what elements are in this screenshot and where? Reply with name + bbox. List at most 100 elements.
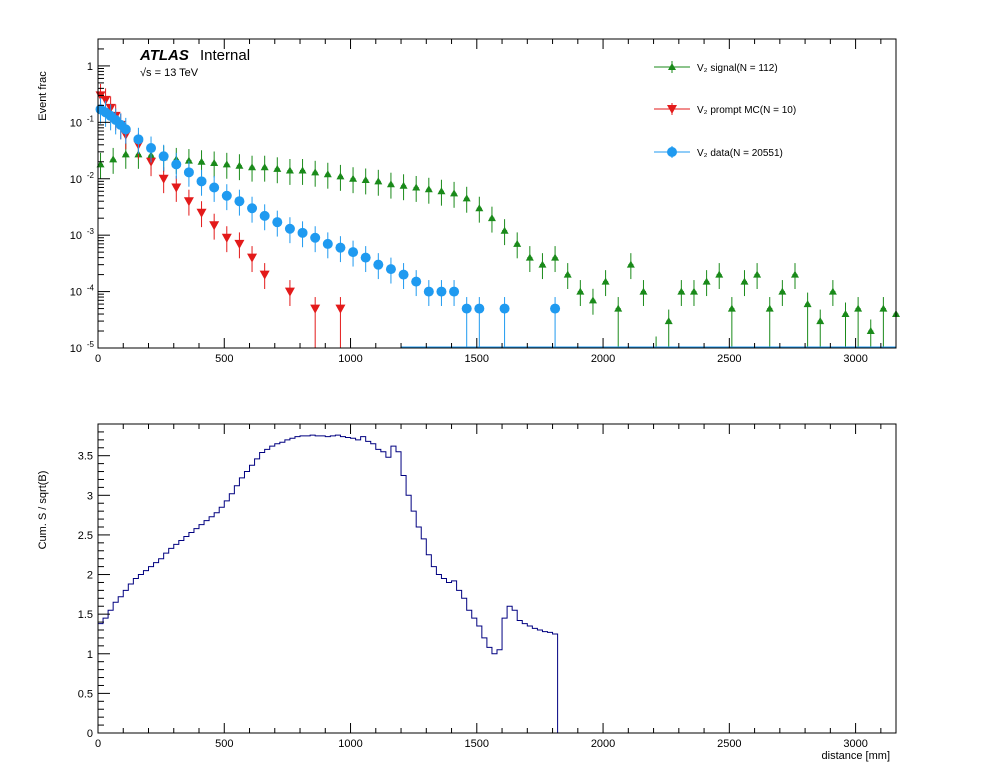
bottom-x-tick-label: 0 <box>95 738 101 750</box>
data-point <box>474 303 485 314</box>
data-point <box>146 143 157 154</box>
signal-point <box>866 327 875 335</box>
legend-marker-signal <box>668 63 676 70</box>
signal-point <box>349 174 358 182</box>
signal-point <box>525 253 534 261</box>
data-point <box>360 252 371 263</box>
signal-point <box>222 160 231 168</box>
top-x-tick-label: 2000 <box>591 353 615 365</box>
top-y-tick-label: 10 <box>70 287 82 299</box>
prompt-mc-point <box>284 287 295 297</box>
bottom-x-tick-label: 3000 <box>843 738 867 750</box>
signal-point <box>854 304 863 312</box>
data-point <box>234 196 245 207</box>
top-y-tick-exponent: -5 <box>87 340 95 349</box>
top-y-tick-exponent: -3 <box>87 227 95 236</box>
top-frame <box>97 38 897 349</box>
signal-point <box>538 260 547 268</box>
bottom-y-tick-label: 3.5 <box>78 451 93 463</box>
signal-point <box>765 304 774 312</box>
data-point <box>221 190 232 201</box>
signal-point <box>790 270 799 278</box>
top-y-tick-exponent: -1 <box>87 114 95 123</box>
prompt-mc-point <box>310 304 321 314</box>
signal-point <box>715 270 724 278</box>
series-signal <box>96 142 900 349</box>
signal-point <box>273 164 282 172</box>
bottom-x-axis-label: distance [mm] <box>822 750 890 762</box>
bottom-y-tick-label: 2 <box>87 570 93 582</box>
data-point <box>449 286 460 297</box>
data-point <box>461 303 472 314</box>
atlas-label: ATLAS <box>139 47 189 64</box>
signal-point <box>424 185 433 193</box>
top-x-tick-label: 1000 <box>338 353 362 365</box>
bottom-y-tick-label: 1.5 <box>78 609 93 621</box>
data-point <box>196 176 207 187</box>
data-point <box>385 264 396 275</box>
bottom-x-ticks: 0 500 1000 1500 2000 2500 3000 <box>95 424 882 750</box>
signal-point <box>664 317 673 325</box>
signal-point <box>601 277 610 285</box>
bottom-y-tick-label: 2.5 <box>78 530 93 542</box>
signal-point <box>437 187 446 195</box>
bottom-x-tick-label: 1500 <box>465 738 489 750</box>
prompt-mc-point <box>259 270 270 280</box>
signal-point <box>298 166 307 174</box>
top-y-axis-label: Event frac <box>37 71 49 121</box>
bottom-y-ticks: 0 0.5 1 1.5 2 2.5 3 3.5 <box>78 423 110 740</box>
data-point <box>209 182 220 193</box>
prompt-mc-point <box>100 95 111 105</box>
signal-point <box>803 300 812 308</box>
data-point <box>133 134 144 145</box>
data-point <box>373 259 384 270</box>
top-y-tick-label: 1 <box>87 61 93 73</box>
signal-point <box>551 253 560 261</box>
signal-point <box>816 317 825 325</box>
series-data <box>95 97 561 348</box>
signal-point <box>197 157 206 165</box>
data-point <box>297 227 308 238</box>
signal-point <box>260 163 269 171</box>
data-point <box>171 159 182 170</box>
energy-value: = 13 TeV <box>152 67 199 79</box>
signal-point <box>323 170 332 178</box>
cumulative-significance-line <box>98 434 559 733</box>
top-y-tick-exponent: -2 <box>87 171 95 180</box>
legend-label-prompt-mc: V₂ prompt MC(N = 10) <box>697 105 796 116</box>
prompt-mc-point <box>171 183 182 193</box>
signal-point <box>96 160 105 168</box>
bottom-y-tick-label: 0 <box>87 728 93 740</box>
top-y-tick-label: 10 <box>70 230 82 242</box>
top-x-tick-label: 2500 <box>717 353 741 365</box>
data-point <box>247 203 258 214</box>
signal-point <box>450 189 459 197</box>
signal-point <box>248 163 257 171</box>
data-point <box>259 210 270 221</box>
signal-point <box>626 260 635 268</box>
signal-point <box>740 277 749 285</box>
signal-point <box>513 239 522 247</box>
top-y-tick-label: 10 <box>70 343 82 355</box>
legend-marker-prompt-mc <box>667 105 677 114</box>
signal-point <box>235 161 244 169</box>
signal-point <box>386 180 395 188</box>
legend-label-data: V₂ data(N = 20551) <box>697 148 783 159</box>
data-point <box>284 223 295 234</box>
energy-label: √s = 13 TeV <box>140 67 199 79</box>
bottom-y-tick-label: 1 <box>87 649 93 661</box>
legend-label-signal: V₂ signal(N = 112) <box>697 63 778 74</box>
data-point <box>411 276 422 287</box>
signal-point <box>109 155 118 163</box>
bottom-x-tick-label: 2500 <box>717 738 741 750</box>
prompt-mc-point <box>247 253 258 263</box>
data-point <box>499 303 510 314</box>
top-y-ticks: 10 -5 10 -4 10 -3 10 -2 10 -1 1 <box>70 38 110 355</box>
signal-point <box>412 183 421 191</box>
legend: V₂ signal(N = 112) V₂ prompt MC(N = 10) V₂… <box>654 61 796 159</box>
prompt-mc-point <box>183 197 194 207</box>
data-point <box>310 232 321 243</box>
bottom-y-axis-label: Cum. S / sqrt(B) <box>37 471 49 550</box>
signal-point <box>753 270 762 278</box>
